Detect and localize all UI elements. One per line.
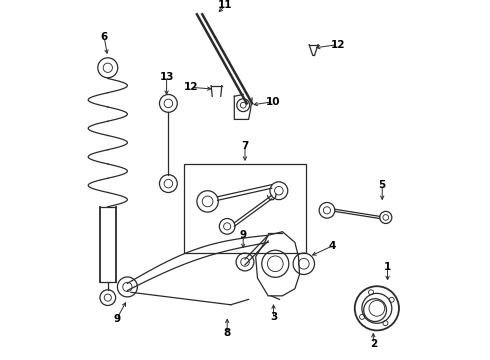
Text: 12: 12 [184,82,199,93]
Text: 4: 4 [329,241,336,251]
Text: 3: 3 [270,312,277,322]
Text: 5: 5 [379,180,386,190]
Text: 9: 9 [113,314,120,324]
Text: 9: 9 [240,230,247,240]
Text: 12: 12 [330,40,345,50]
Text: 1: 1 [384,262,391,272]
Text: 8: 8 [223,328,231,338]
Bar [184,164,306,253]
Text: 2: 2 [369,339,377,349]
Text: 6: 6 [100,32,108,42]
Text: 7: 7 [241,141,249,151]
Text: 10: 10 [266,96,281,107]
Text: 13: 13 [159,72,174,82]
Text: 11: 11 [218,0,233,10]
